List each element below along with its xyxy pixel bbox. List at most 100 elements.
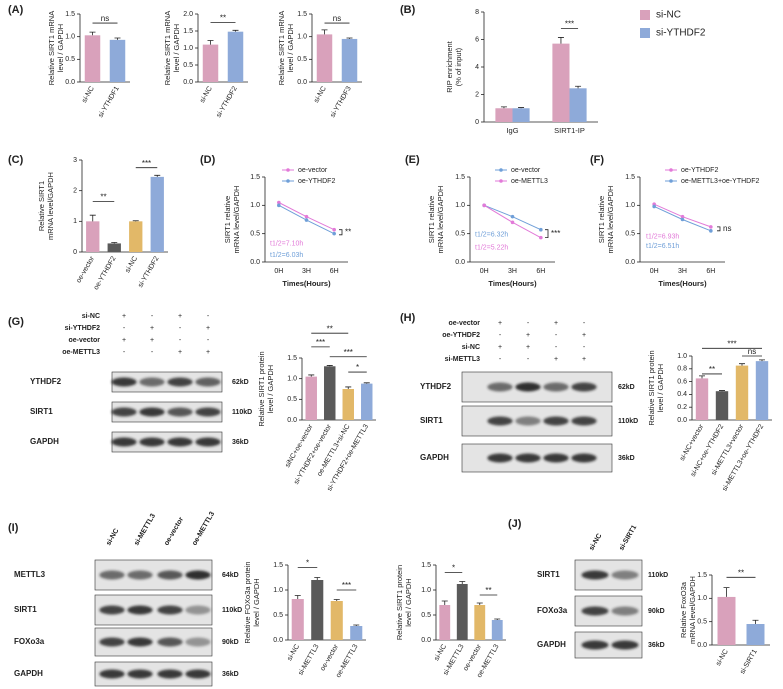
- panel-label: (H): [400, 312, 416, 324]
- significance-label: *: [356, 363, 359, 372]
- x-tick-label: 0H: [274, 268, 283, 275]
- y-axis-label: SIRT1 relative: [223, 196, 232, 243]
- y-axis-label: RIP enrichment: [445, 40, 454, 92]
- condition-label: si-YTHDF2: [65, 325, 101, 332]
- legend-label: oe-YTHDF2: [298, 178, 335, 185]
- protein-label: SIRT1: [420, 416, 443, 425]
- y-axis-label: mRNA level/GAPDH: [232, 186, 241, 254]
- blot-band: [487, 382, 513, 392]
- bar: [695, 378, 709, 420]
- blot-band: [185, 669, 211, 679]
- x-tick-label: si-NC: [313, 85, 328, 104]
- condition-sign: -: [555, 344, 558, 351]
- y-tick-label: 0.0: [297, 79, 307, 86]
- blot-band: [571, 416, 597, 426]
- y-axis-label: Relative SIRT1 protein: [647, 350, 656, 425]
- condition-sign: -: [527, 356, 530, 363]
- condition-label: si-NC: [82, 313, 100, 320]
- error-bar: [346, 37, 353, 39]
- y-axis-label: Relative FOXo3a protein: [243, 561, 252, 643]
- bar: [512, 108, 530, 122]
- y-tick-label: 1.5: [625, 174, 635, 181]
- y-tick-label: 0.5: [297, 56, 307, 63]
- condition-label: si-NC: [462, 344, 480, 351]
- x-tick-label: SIRT1-IP: [554, 126, 585, 135]
- y-tick-label: 1.5: [273, 562, 283, 569]
- bar: [569, 88, 587, 122]
- condition-sign: +: [554, 356, 558, 363]
- y-tick-label: 0.2: [677, 404, 687, 411]
- significance-label: **: [345, 227, 351, 236]
- bar: [109, 39, 126, 82]
- half-life-label: t1/2=6.32h: [475, 232, 508, 239]
- y-tick-label: 0.0: [65, 79, 75, 86]
- blot-band: [581, 606, 609, 616]
- error-bar: [500, 106, 507, 109]
- blot-band: [195, 377, 221, 387]
- y-tick-label: 2: [475, 91, 479, 98]
- bar: [342, 389, 354, 420]
- error-bar: [494, 618, 501, 620]
- y-tick-label: 2.0: [183, 11, 193, 18]
- x-axis-label: Times(Hours): [488, 279, 537, 288]
- condition-sign: -: [179, 325, 182, 332]
- condition-label: oe-vector: [448, 320, 480, 327]
- legend-label: si-YTHDF2: [656, 28, 706, 39]
- condition-sign: +: [122, 313, 126, 320]
- blot-band: [157, 637, 183, 647]
- y-tick-label: 0.0: [421, 637, 431, 644]
- condition-sign: -: [555, 332, 558, 339]
- point: [332, 227, 336, 232]
- condition-sign: +: [582, 332, 586, 339]
- legend-label: oe-vector: [511, 167, 541, 174]
- bar: [324, 366, 336, 420]
- legend-label: oe-vector: [298, 167, 328, 174]
- panel-label: (I): [8, 522, 19, 534]
- blot-band: [139, 407, 165, 417]
- y-tick-label: 2: [73, 188, 77, 195]
- y-axis-label: SIRT1 relative: [597, 196, 606, 243]
- error-bar: [294, 595, 301, 599]
- x-tick-label: si-SIRT1: [739, 648, 759, 675]
- y-axis-label: Relative SIRT1 mRNA: [277, 11, 286, 85]
- lane-label: si-METTL3: [133, 513, 157, 547]
- error-bar: [557, 37, 564, 44]
- point: [709, 225, 713, 229]
- size-label: 36kD: [618, 455, 635, 462]
- y-axis-label: mRNA level/GAPDH: [46, 172, 55, 240]
- protein-label: SIRT1: [14, 605, 37, 614]
- panel-label: (G): [8, 316, 24, 328]
- x-tick-label: oe-vector: [75, 255, 96, 284]
- panel-label: (D): [200, 154, 216, 166]
- condition-sign: -: [207, 337, 210, 344]
- significance-bracket: [717, 226, 721, 232]
- blot-band: [111, 407, 137, 417]
- y-tick-label: 0.5: [65, 56, 75, 63]
- error-bar: [89, 31, 96, 36]
- error-bar: [723, 587, 730, 597]
- significance-label: ***: [316, 338, 325, 347]
- y-tick-label: 1.0: [421, 587, 431, 594]
- y-tick-label: 1.0: [273, 587, 283, 594]
- error-bar: [518, 107, 525, 109]
- x-tick-label: si-NC: [715, 648, 730, 667]
- bar: [746, 624, 765, 645]
- y-tick-label: 0.0: [273, 637, 283, 644]
- panel-label: (A): [8, 4, 24, 16]
- size-label: 110kD: [232, 409, 252, 416]
- significance-label: **: [100, 193, 106, 202]
- error-bar: [321, 29, 328, 35]
- condition-sign: -: [151, 349, 154, 356]
- legend-label: si-NC: [656, 10, 681, 21]
- blot-band: [185, 637, 211, 647]
- blot-band: [99, 570, 125, 580]
- y-tick-label: 0.5: [455, 231, 465, 238]
- y-axis-label: level / GAPDH: [252, 578, 261, 626]
- blot-band: [195, 407, 221, 417]
- legend-label: oe-METTL3: [511, 178, 548, 185]
- condition-sign: -: [123, 325, 126, 332]
- protein-label: YTHDF2: [420, 382, 452, 391]
- legend-label: oe-METTL3+oe-YTHDF2: [681, 178, 759, 185]
- bar: [361, 383, 373, 420]
- condition-sign: -: [123, 349, 126, 356]
